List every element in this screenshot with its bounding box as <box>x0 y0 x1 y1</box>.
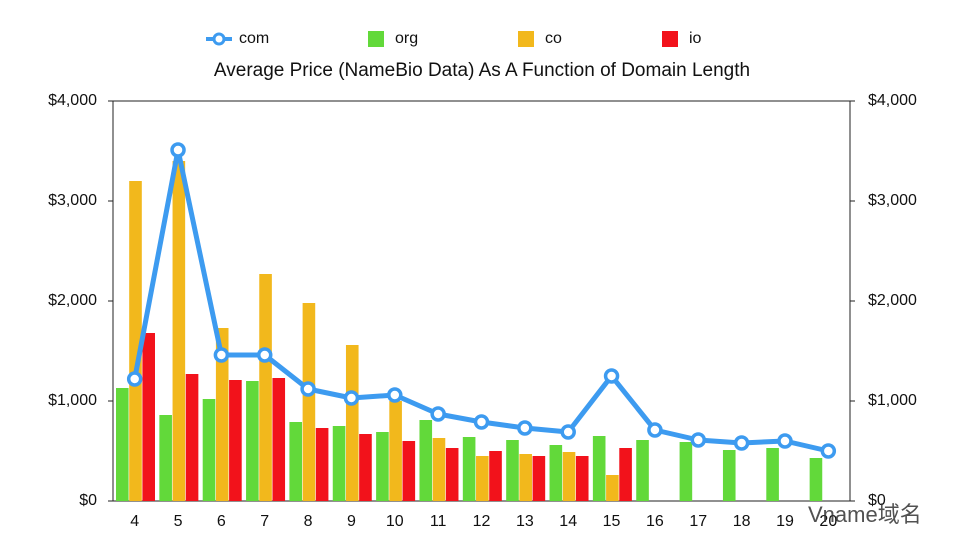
chart-title: Average Price (NameBio Data) As A Functi… <box>214 60 750 81</box>
bar <box>679 442 693 501</box>
marker <box>603 368 620 384</box>
bar <box>246 381 259 501</box>
bar <box>766 448 779 501</box>
marker <box>733 435 750 451</box>
x-tick-label: 4 <box>130 513 139 530</box>
marker <box>213 347 230 363</box>
x-tick-label: 14 <box>559 513 577 530</box>
marker <box>647 422 663 438</box>
legend-label: org <box>395 30 418 47</box>
bar <box>116 388 129 501</box>
bar <box>606 475 619 501</box>
x-tick-label: 7 <box>260 513 269 530</box>
x-tick-label: 12 <box>473 513 491 530</box>
marker <box>517 420 533 436</box>
bar <box>172 161 186 501</box>
y-tick-label: $4,000 <box>48 92 97 109</box>
y2-tick-label: $2,000 <box>868 292 917 309</box>
x-tick-label: 5 <box>174 513 183 530</box>
bar <box>359 434 372 501</box>
bar <box>389 401 402 501</box>
marker <box>560 424 576 440</box>
y-tick-label: $2,000 <box>48 292 97 309</box>
bar <box>202 399 216 501</box>
legend-swatch <box>368 31 384 47</box>
bar <box>215 328 229 501</box>
bar <box>506 440 519 501</box>
bar <box>575 456 589 501</box>
bar <box>229 380 242 501</box>
x-tick-label: 15 <box>603 513 621 530</box>
legend-swatch <box>662 31 678 47</box>
marker <box>690 432 707 448</box>
bar <box>636 440 649 501</box>
x-tick-label: 13 <box>516 513 534 530</box>
marker <box>343 390 360 406</box>
y2-tick-label: $4,000 <box>868 92 917 109</box>
bar <box>462 437 476 501</box>
watermark: Vname域名 <box>808 502 922 527</box>
bar <box>332 426 346 501</box>
marker <box>126 371 143 387</box>
y2-tick-label: $3,000 <box>868 192 917 209</box>
bar <box>259 274 272 501</box>
marker <box>430 406 446 422</box>
bar <box>402 441 416 501</box>
bar <box>809 458 823 501</box>
y-tick-label: $1,000 <box>48 392 97 409</box>
x-tick-label: 20 <box>819 513 837 530</box>
x-tick-label: 6 <box>217 513 226 530</box>
marker <box>170 142 186 158</box>
x-tick-label: 9 <box>347 513 356 530</box>
legend-swatch <box>518 31 534 47</box>
y-tick-label: $3,000 <box>48 192 97 209</box>
bar <box>532 456 546 501</box>
marker <box>300 381 316 397</box>
bar <box>272 378 286 501</box>
marker <box>820 443 837 459</box>
bar <box>549 445 563 501</box>
bar <box>159 415 172 501</box>
marker <box>256 347 273 363</box>
bar <box>445 448 459 501</box>
y2-tick-label: $1,000 <box>868 392 917 409</box>
y-tick-label: $0 <box>79 492 97 509</box>
bar <box>519 454 532 501</box>
legend-marker <box>212 32 226 46</box>
legend-label: io <box>689 30 702 47</box>
marker <box>777 433 793 449</box>
x-tick-label: 10 <box>386 513 404 530</box>
legend-label: com <box>239 30 269 47</box>
legend-label: co <box>545 30 562 47</box>
bar <box>562 452 576 501</box>
marker <box>473 414 490 430</box>
bar <box>592 436 606 501</box>
bar <box>489 451 502 501</box>
bar <box>376 432 389 501</box>
x-tick-label: 18 <box>733 513 751 530</box>
x-tick-label: 16 <box>646 513 664 530</box>
x-tick-label: 8 <box>304 513 313 530</box>
x-tick-label: 11 <box>430 513 447 530</box>
bar <box>476 456 489 501</box>
bar <box>619 448 632 501</box>
bar <box>432 438 446 501</box>
bar <box>302 303 316 501</box>
bar <box>722 450 736 501</box>
x-tick-label: 17 <box>689 513 707 530</box>
bar <box>129 181 142 501</box>
bar <box>419 420 433 501</box>
bar <box>289 422 303 501</box>
bar <box>345 345 359 501</box>
marker <box>387 387 403 403</box>
bar <box>142 333 155 501</box>
y2-tick-label: $0 <box>868 492 886 509</box>
bar <box>315 428 329 501</box>
bar <box>185 374 199 501</box>
x-tick-label: 19 <box>776 513 794 530</box>
